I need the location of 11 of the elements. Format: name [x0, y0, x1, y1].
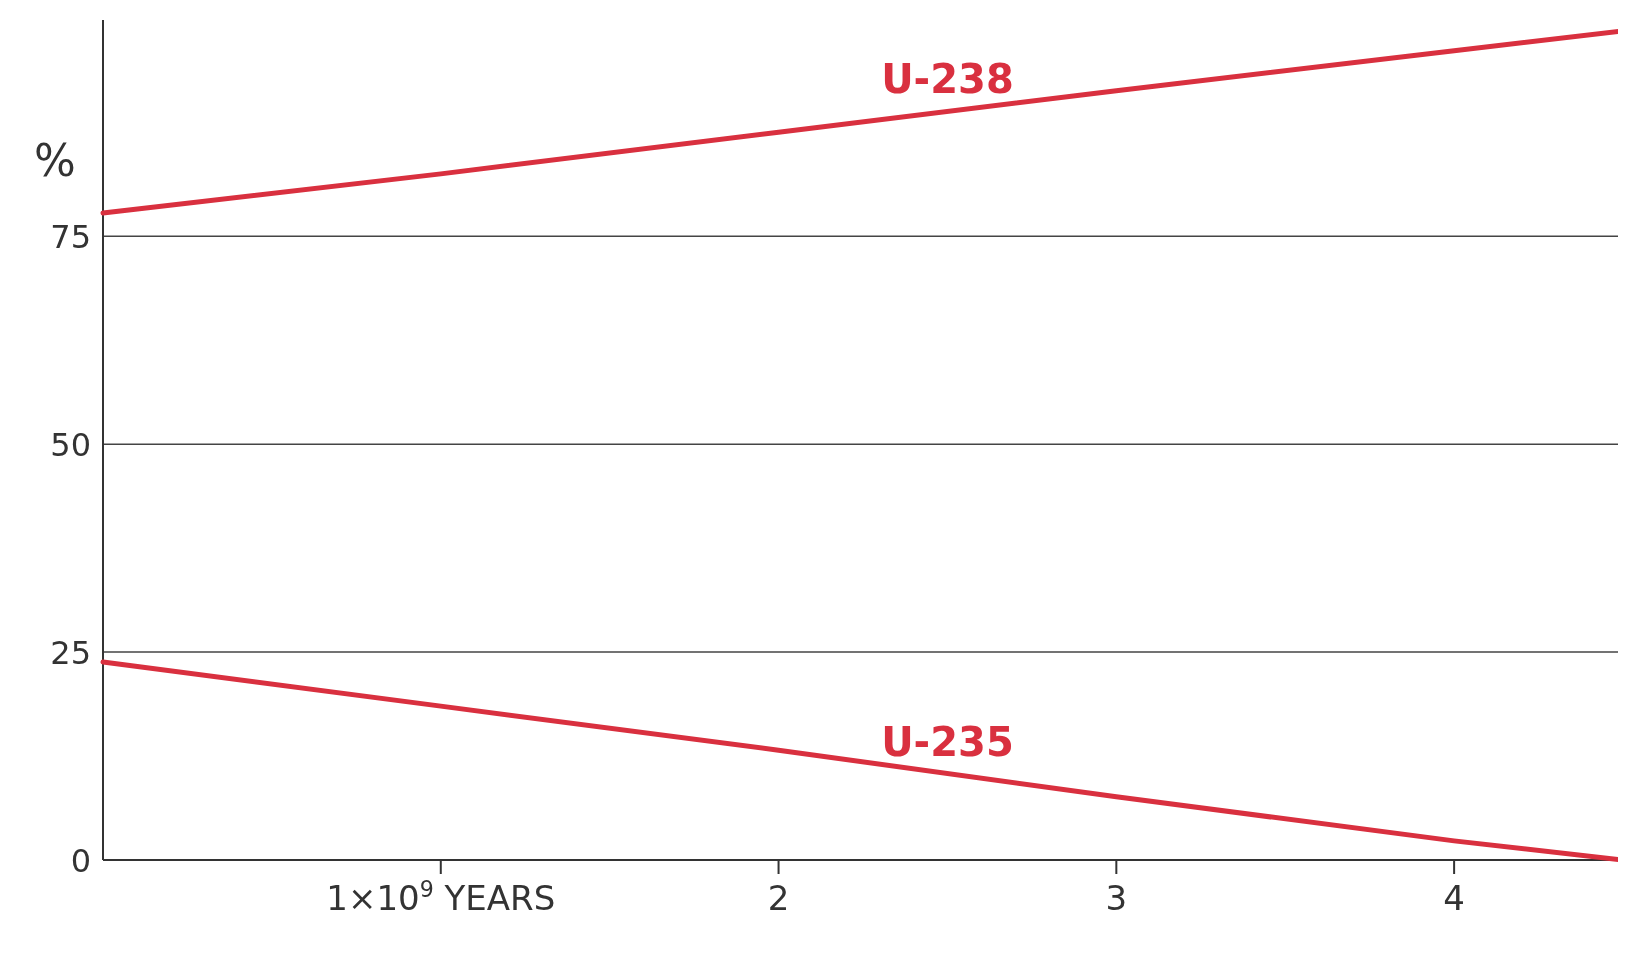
y-tick-label: 25	[50, 634, 91, 673]
x-tick-label: 3	[1105, 878, 1128, 918]
y-axis-title: %	[34, 135, 76, 187]
x-tick-label: 1×10$^{9}$ YEARS	[326, 876, 556, 918]
series-label: U-235	[881, 718, 1014, 765]
y-tick-label: 50	[50, 426, 91, 465]
series-label: U-238	[881, 56, 1014, 103]
y-tick-label: 0	[70, 842, 91, 880]
y-tick-label: 75	[50, 218, 91, 257]
x-tick-label: 2	[767, 878, 790, 918]
x-tick-label: 4	[1443, 878, 1465, 918]
